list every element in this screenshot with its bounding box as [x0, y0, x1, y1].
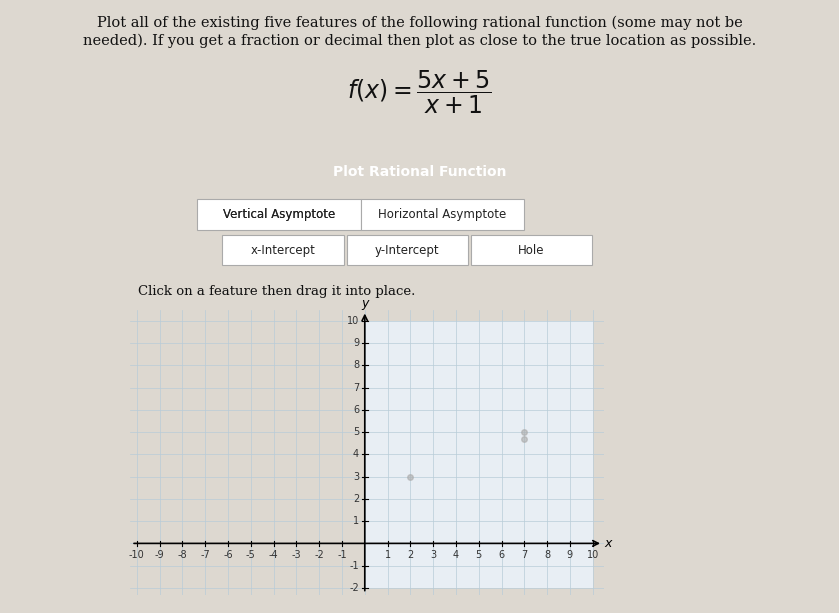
Text: -4: -4	[268, 550, 279, 560]
Text: 6: 6	[498, 550, 504, 560]
FancyBboxPatch shape	[361, 199, 524, 230]
Text: -6: -6	[223, 550, 233, 560]
Text: -9: -9	[155, 550, 164, 560]
Text: -10: -10	[129, 550, 145, 560]
Text: y-Intercept: y-Intercept	[375, 243, 440, 257]
FancyBboxPatch shape	[197, 199, 361, 230]
Text: -5: -5	[246, 550, 256, 560]
Text: -3: -3	[292, 550, 301, 560]
Text: 5: 5	[353, 427, 359, 437]
Text: 4: 4	[353, 449, 359, 459]
Text: 7: 7	[353, 383, 359, 392]
Text: 7: 7	[521, 550, 528, 560]
Text: 9: 9	[353, 338, 359, 348]
Text: 2: 2	[353, 494, 359, 504]
Text: -7: -7	[201, 550, 210, 560]
Text: 6: 6	[353, 405, 359, 415]
Text: Hole: Hole	[519, 243, 545, 257]
Text: 8: 8	[544, 550, 550, 560]
Text: y: y	[361, 297, 368, 310]
Text: Click on a feature then drag it into place.: Click on a feature then drag it into pla…	[138, 285, 415, 298]
Text: -1: -1	[337, 550, 347, 560]
Bar	[365, 321, 592, 588]
Text: 10: 10	[586, 550, 599, 560]
Text: 1: 1	[384, 550, 391, 560]
Text: 3: 3	[353, 471, 359, 482]
Text: 9: 9	[567, 550, 573, 560]
Text: -2: -2	[349, 583, 359, 593]
Text: 10: 10	[347, 316, 359, 326]
Text: x: x	[604, 537, 612, 550]
Text: 5: 5	[476, 550, 482, 560]
Text: x-Intercept: x-Intercept	[251, 243, 315, 257]
Text: Horizontal Asymptote: Horizontal Asymptote	[378, 208, 507, 221]
Text: $f(x) = \dfrac{5x + 5}{x + 1}$: $f(x) = \dfrac{5x + 5}{x + 1}$	[347, 68, 492, 116]
Text: 3: 3	[430, 550, 436, 560]
Text: Plot Rational Function: Plot Rational Function	[333, 165, 506, 178]
Text: 8: 8	[353, 360, 359, 370]
Text: Plot all of the existing five features of the following rational function (some : Plot all of the existing five features o…	[96, 15, 743, 29]
Text: 4: 4	[453, 550, 459, 560]
FancyBboxPatch shape	[222, 235, 344, 265]
FancyBboxPatch shape	[471, 235, 592, 265]
Text: -8: -8	[178, 550, 187, 560]
Text: -1: -1	[350, 561, 359, 571]
Text: Vertical Asymptote: Vertical Asymptote	[223, 208, 335, 221]
Text: 1: 1	[353, 516, 359, 526]
Text: -2: -2	[315, 550, 324, 560]
Text: needed). If you get a fraction or decimal then plot as close to the true locatio: needed). If you get a fraction or decima…	[83, 34, 756, 48]
Text: Vertical Asymptote: Vertical Asymptote	[223, 208, 335, 221]
Text: 2: 2	[407, 550, 414, 560]
FancyBboxPatch shape	[347, 235, 468, 265]
